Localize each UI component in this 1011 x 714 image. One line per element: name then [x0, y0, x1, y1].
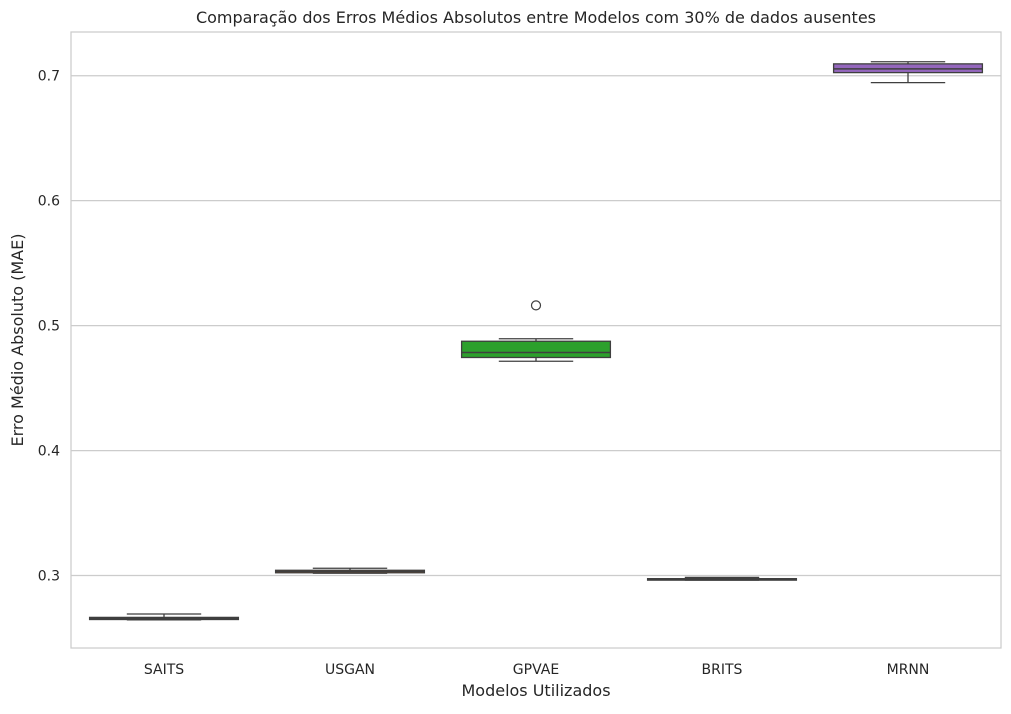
box-gpvae	[460, 300, 612, 362]
y-tick-label: 0.6	[38, 194, 60, 210]
x-tick-label: BRITS	[702, 662, 743, 678]
box-layer	[88, 61, 984, 621]
x-tick-label: SAITS	[144, 662, 184, 678]
x-tick-label: GPVAE	[513, 662, 559, 678]
grid-layer	[71, 75, 1001, 577]
ytick-layer: 0.3 0.4 0.5 0.6 0.7	[38, 69, 60, 585]
y-axis-label: Erro Médio Absoluto (MAE)	[8, 234, 27, 447]
y-tick-label: 0.7	[38, 69, 60, 85]
y-tick-label: 0.5	[38, 319, 60, 335]
plot-frame	[70, 31, 1002, 649]
x-axis-label: Modelos Utilizados	[461, 681, 610, 700]
x-tick-label: MRNN	[887, 662, 930, 678]
box-body	[460, 340, 612, 359]
box-usgan	[274, 567, 426, 574]
y-tick-label: 0.4	[38, 444, 60, 460]
y-tick-label: 0.3	[38, 569, 60, 585]
x-tick-label: USGAN	[325, 662, 375, 678]
box-brits	[646, 576, 798, 581]
box-saits	[88, 613, 240, 621]
outlier-point	[530, 300, 542, 311]
chart-title: Comparação dos Erros Médios Absolutos en…	[196, 8, 876, 27]
box-mrnn	[832, 61, 984, 84]
xtick-layer: SAITS USGAN GPVAE BRITS MRNN	[144, 662, 930, 678]
